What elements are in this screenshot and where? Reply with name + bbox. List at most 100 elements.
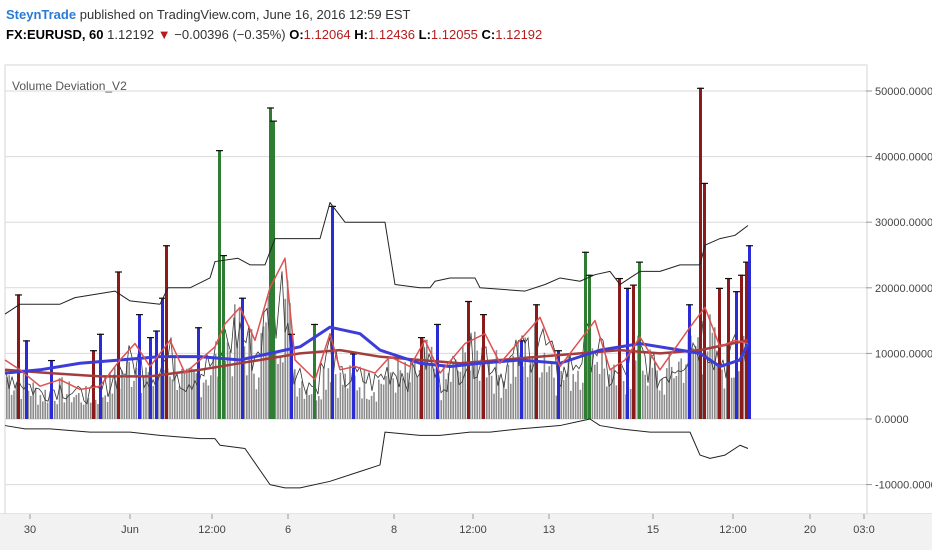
volume-bar xyxy=(452,363,454,419)
volume-bar xyxy=(399,370,402,419)
volume-bar xyxy=(54,400,56,419)
volume-bar xyxy=(586,332,589,419)
spike-cap xyxy=(163,245,170,247)
spike-bar xyxy=(117,271,120,419)
volume-bar xyxy=(644,374,646,419)
volume-bar xyxy=(327,368,330,419)
volume-bar xyxy=(339,372,342,419)
volume-bar xyxy=(433,368,435,419)
spike-cap xyxy=(733,291,740,293)
indicator-lines xyxy=(4,202,750,489)
volume-bar xyxy=(135,367,138,419)
spike-cap xyxy=(701,182,708,185)
volume-deviation-chart[interactable]: Volume Deviation_V2 50000.0000 40000.0000… xyxy=(0,52,932,550)
volume-bar xyxy=(663,394,666,419)
volume-bar xyxy=(512,355,514,419)
x-tick-label: 30 xyxy=(24,524,36,536)
x-tick-label: 15 xyxy=(647,524,659,536)
volume-bar xyxy=(670,366,673,419)
spike-cap xyxy=(697,87,704,89)
volume-bar xyxy=(601,348,603,419)
volume-bar xyxy=(658,390,661,419)
spike-cap xyxy=(686,304,693,306)
volume-bar xyxy=(34,387,37,419)
spike-cap xyxy=(636,261,643,263)
volume-bar xyxy=(349,365,351,419)
volume-bar xyxy=(591,348,594,419)
volume-bar xyxy=(171,379,174,419)
volume-bar xyxy=(682,382,685,419)
volume-bar xyxy=(661,378,663,419)
volume-bar xyxy=(188,367,190,419)
quote-line: FX:EURUSD, 60 1.12192 ▼ −0.00396 (−0.35%… xyxy=(6,27,542,42)
volume-bar xyxy=(723,388,726,419)
open-label: O: xyxy=(289,27,304,42)
spike-cap xyxy=(216,150,223,152)
volume-bar xyxy=(382,384,385,419)
volume-bar xyxy=(565,373,567,419)
volume-bar xyxy=(394,392,397,419)
volume-bar xyxy=(598,373,601,419)
volume-bar xyxy=(32,382,34,419)
volume-bar xyxy=(529,364,531,419)
spike-bar xyxy=(17,294,20,419)
volume-bar xyxy=(430,346,433,419)
volume-bar xyxy=(550,363,553,419)
volume-bar xyxy=(73,397,75,419)
volume-bar xyxy=(714,327,716,419)
volume-bar xyxy=(133,380,135,419)
volume-bar xyxy=(373,392,375,419)
volume-bar xyxy=(423,347,426,419)
spike-bar xyxy=(197,327,200,419)
x-axis: 30 Jun 12:00 6 8 12:00 13 15 12:00 20 03:0 xyxy=(24,514,875,536)
volume-bar xyxy=(495,350,498,419)
spike-cap xyxy=(725,277,732,280)
spike-cap xyxy=(716,287,723,289)
spike-bar xyxy=(161,297,164,419)
volume-bar xyxy=(654,363,656,419)
volume-bar xyxy=(308,395,310,419)
spike-bar xyxy=(482,314,485,419)
volume-bar xyxy=(128,361,130,419)
volume-bar xyxy=(361,398,363,419)
volume-bar xyxy=(526,377,529,419)
volume-bar xyxy=(109,372,111,419)
volume-bar xyxy=(243,346,246,419)
y-tick-label: 20000.0000 xyxy=(875,283,932,295)
volume-bar xyxy=(546,372,548,419)
volume-bar xyxy=(555,395,558,419)
indicator-title: Volume Deviation_V2 xyxy=(12,79,127,93)
volume-bar xyxy=(574,381,577,419)
volume-bar xyxy=(320,399,322,419)
close-value: 1.12192 xyxy=(495,27,543,42)
volume-bar xyxy=(397,358,399,419)
volume-bar xyxy=(298,388,301,419)
volume-bar xyxy=(459,371,462,419)
symbol-label[interactable]: FX:EURUSD, 60 xyxy=(6,27,104,42)
volume-bar xyxy=(524,337,526,419)
volume-bar xyxy=(358,387,361,419)
volume-bar xyxy=(277,364,279,419)
author-link[interactable]: SteynTrade xyxy=(6,7,77,22)
volume-bar xyxy=(325,389,327,419)
volume-bar xyxy=(411,359,414,419)
volume-bar xyxy=(613,364,615,419)
volume-bar xyxy=(126,358,128,419)
volume-bar xyxy=(685,364,687,419)
volume-bar xyxy=(363,368,366,419)
volume-bar xyxy=(673,378,675,419)
volume-bar xyxy=(147,372,150,419)
volume-bar xyxy=(514,376,517,419)
volume-bar xyxy=(404,362,406,419)
spike-bar xyxy=(92,350,95,419)
spike-cap xyxy=(115,271,122,273)
volume-bar xyxy=(262,326,265,419)
volume-bar xyxy=(178,386,181,419)
spike-cap xyxy=(616,277,623,280)
volume-bar xyxy=(279,357,282,419)
volume-bar xyxy=(457,370,459,419)
volume-outline xyxy=(5,271,748,405)
y-tick-label: 30000.0000 xyxy=(875,217,932,229)
volume-bar xyxy=(500,397,502,419)
volume-bar xyxy=(248,330,250,419)
